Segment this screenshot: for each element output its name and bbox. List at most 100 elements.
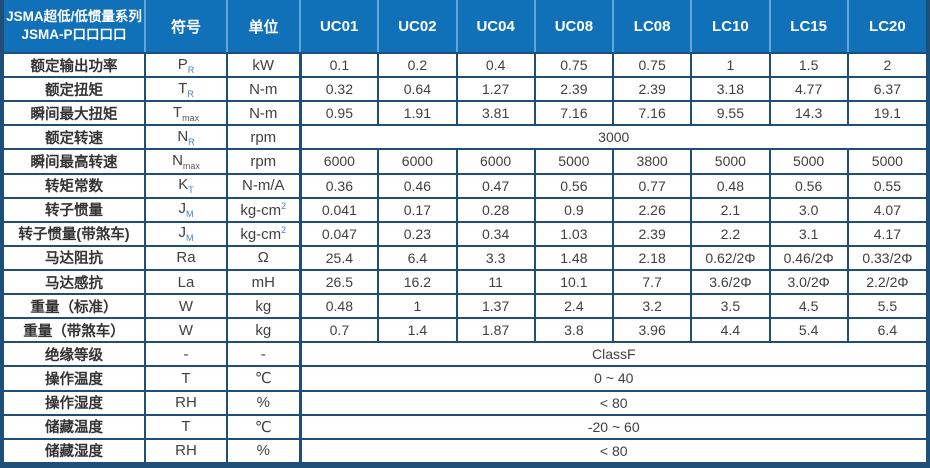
spec-value-uc01: 6000 — [300, 149, 380, 175]
spec-value-lc20: 2.2/2Φ — [847, 269, 926, 296]
spec-unit: kg-cm2 — [227, 221, 302, 247]
spec-symbol: TR — [145, 77, 228, 103]
model-column-header-uc02: UC02 — [378, 0, 458, 54]
spec-value-uc02: 0.23 — [378, 221, 458, 247]
spec-symbol: JM — [145, 197, 228, 223]
spec-value-uc08: 0.56 — [534, 173, 615, 199]
spec-value-lc08: 3.96 — [613, 318, 693, 344]
spec-unit: rpm — [227, 149, 302, 175]
spec-row: 额定扭矩 TR N-m 0.32 0.64 1.27 2.39 2.39 3.18 4.77 6.3… — [4, 77, 926, 103]
spec-value-lc10: 3.5 — [691, 294, 771, 320]
header-row: JSMA超低/低惯量系列 JSMA-P口口口口 符号 单位 UC01 UC02 UC… — [4, 0, 926, 54]
model-column-header-lc08: LC08 — [613, 0, 693, 54]
spec-unit: kg — [227, 318, 302, 344]
spec-value-lc15: 0.46/2Φ — [769, 245, 849, 271]
spec-label: 重量（带煞车） — [4, 318, 146, 344]
spec-row: 额定转速 NR rpm 3000 — [4, 125, 926, 151]
spec-value-uc08: 0.75 — [534, 53, 615, 79]
spec-symbol: T — [145, 414, 228, 440]
spec-unit: kW — [227, 53, 302, 79]
spec-value-lc08: 2.39 — [613, 77, 693, 103]
spec-value-uc04: 1.27 — [456, 77, 536, 103]
spec-value-lc20: 2 — [847, 53, 926, 79]
spec-label: 瞬间最大扭矩 — [4, 101, 146, 127]
spec-value-lc08: 2.39 — [613, 221, 693, 247]
spec-value-lc10: 9.55 — [691, 101, 771, 127]
spec-label: 绝缘等级 — [4, 342, 146, 368]
model-column-header-uc04: UC04 — [456, 0, 536, 54]
spec-row: 瞬间最高转速 Nmax rpm 6000 6000 6000 5000 3800 5000 500… — [4, 149, 926, 175]
spec-unit: ℃ — [227, 414, 302, 440]
spec-label: 马达阻抗 — [4, 245, 146, 271]
spec-value-lc08: 3800 — [613, 149, 693, 175]
spec-label: 瞬间最高转速 — [4, 149, 146, 175]
spec-merged-value: -20 ~ 60 — [300, 414, 926, 440]
spec-value-uc02: 16.2 — [378, 269, 458, 296]
spec-unit: % — [227, 438, 302, 464]
spec-symbol: PR — [145, 53, 228, 79]
spec-value-uc08: 1.03 — [534, 221, 615, 247]
spec-value-lc10: 0.62/2Φ — [691, 245, 771, 271]
spec-row: 储藏温度 T ℃ -20 ~ 60 — [4, 414, 926, 440]
spec-value-uc04: 3.81 — [456, 101, 536, 127]
spec-value-uc01: 0.7 — [300, 318, 380, 344]
spec-value-lc15: 14.3 — [769, 101, 849, 127]
spec-value-lc15: 4.5 — [769, 294, 849, 320]
spec-value-lc10: 3.18 — [691, 77, 771, 103]
spec-label: 操作温度 — [4, 366, 146, 392]
spec-value-lc08: 2.18 — [613, 245, 693, 271]
spec-value-uc01: 0.36 — [300, 173, 380, 199]
spec-value-uc01: 25.4 — [300, 245, 380, 271]
unit-column-header: 单位 — [227, 0, 301, 54]
model-column-header-lc10: LC10 — [691, 0, 771, 54]
spec-value-lc20: 5.5 — [847, 294, 926, 320]
model-column-header-uc01: UC01 — [300, 0, 380, 54]
spec-value-uc04: 0.47 — [456, 173, 536, 199]
spec-value-uc01: 0.32 — [300, 77, 380, 103]
spec-symbol: T — [145, 366, 228, 392]
spec-value-uc02: 0.46 — [378, 173, 458, 199]
spec-value-lc15: 3.0 — [769, 197, 849, 223]
spec-value-lc10: 1 — [691, 53, 771, 79]
spec-value-uc08: 0.9 — [534, 197, 615, 223]
spec-value-lc10: 4.4 — [691, 318, 771, 344]
spec-label: 转子惯量(带煞车) — [4, 221, 146, 247]
spec-unit: N-m — [227, 101, 302, 127]
spec-value-uc02: 6000 — [378, 149, 458, 175]
spec-merged-value: < 80 — [300, 390, 926, 416]
spec-row: 马达感抗 La mH 26.5 16.2 11 10.1 7.7 3.6/2Φ 3.0/2Φ 2.2… — [4, 269, 926, 296]
spec-label: 转矩常数 — [4, 173, 146, 199]
spec-value-uc01: 26.5 — [300, 269, 380, 296]
spec-value-uc02: 6.4 — [378, 245, 458, 271]
spec-symbol: NR — [145, 125, 228, 151]
spec-merged-value: ClassF — [300, 342, 926, 368]
spec-label: 额定转速 — [4, 125, 146, 151]
spec-value-lc08: 3.2 — [613, 294, 693, 320]
spec-symbol: Tmax — [145, 101, 228, 127]
spec-row: 转子惯量(带煞车) JM kg-cm2 0.047 0.23 0.34 1.03 2.39 2.… — [4, 221, 926, 247]
model-column-header-uc08: UC08 — [534, 0, 615, 54]
spec-value-uc08: 2.4 — [534, 294, 615, 320]
spec-value-uc08: 3.8 — [534, 318, 615, 344]
spec-value-lc20: 19.1 — [847, 101, 926, 127]
spec-unit: kg-cm2 — [227, 197, 302, 223]
spec-row: 额定输出功率 PR kW 0.1 0.2 0.4 0.75 0.75 1 1.5 2 — [4, 53, 926, 79]
spec-value-lc20: 0.55 — [847, 173, 926, 199]
spec-value-lc20: 4.07 — [847, 197, 926, 223]
spec-value-lc08: 7.16 — [613, 101, 693, 127]
symbol-column-header: 符号 — [145, 0, 228, 54]
spec-value-lc20: 0.33/2Φ — [847, 245, 926, 271]
spec-value-lc10: 3.6/2Φ — [691, 269, 771, 296]
spec-value-lc15: 1.5 — [769, 53, 849, 79]
spec-value-lc10: 2.1 — [691, 197, 771, 223]
spec-unit: rpm — [227, 125, 302, 151]
spec-label: 重量（标准） — [4, 294, 146, 320]
spec-value-uc02: 1 — [378, 294, 458, 320]
spec-value-lc20: 4.17 — [847, 221, 926, 247]
series-title-cell: JSMA超低/低惯量系列 JSMA-P口口口口 — [4, 0, 146, 54]
spec-label: 马达感抗 — [4, 269, 146, 296]
spec-value-uc01: 0.95 — [300, 101, 380, 127]
spec-symbol: - — [145, 342, 228, 368]
